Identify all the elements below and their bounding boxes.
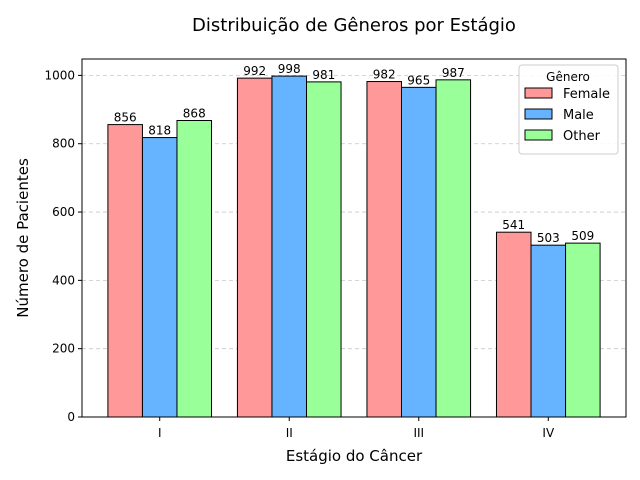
data-label: 541 — [502, 218, 525, 232]
data-label: 965 — [407, 73, 430, 87]
legend-swatch-other — [524, 129, 553, 141]
legend: Gênero Female Male Other — [518, 64, 619, 155]
x-tick-label: II — [286, 426, 293, 440]
x-axis: I II III IV — [158, 417, 555, 440]
bar-female-I — [107, 124, 143, 418]
x-tick-label: IV — [542, 426, 555, 440]
data-label: 503 — [537, 231, 560, 245]
legend-swatch-male — [524, 108, 553, 120]
x-axis-label: Estágio do Câncer — [286, 447, 423, 465]
bar-male-III — [400, 86, 437, 418]
bars — [107, 75, 601, 418]
bar-other-IV — [565, 242, 601, 418]
data-label: 818 — [148, 124, 171, 138]
bar-male-IV — [530, 244, 567, 418]
data-label: 868 — [183, 106, 206, 120]
legend-label-other: Other — [563, 129, 601, 144]
x-tick-label: I — [158, 426, 162, 440]
bar-male-II — [271, 75, 308, 418]
y-tick-label: 600 — [52, 205, 75, 219]
bar-female-II — [236, 77, 273, 418]
data-label: 981 — [312, 68, 335, 82]
data-label: 992 — [243, 64, 266, 78]
data-label: 987 — [442, 66, 465, 80]
y-axis-label: Número de Pacientes — [14, 158, 32, 318]
bar-other-III — [435, 79, 472, 418]
y-tick-label: 1000 — [44, 68, 75, 82]
bar-female-III — [366, 81, 402, 418]
y-tick-label: 800 — [52, 137, 75, 151]
data-label: 982 — [373, 68, 396, 82]
legend-swatch-female — [524, 87, 553, 99]
y-axis: 0 200 400 600 800 1000 — [44, 68, 82, 424]
bar-male-I — [141, 137, 178, 418]
legend-label-male: Male — [563, 108, 594, 123]
plot-frame — [81, 58, 627, 418]
y-tick-label: 400 — [52, 273, 75, 287]
data-label: 509 — [571, 229, 594, 243]
y-tick-label: 200 — [52, 342, 75, 356]
bar-other-II — [306, 81, 342, 418]
y-tick-label: 0 — [67, 410, 75, 424]
bar-other-I — [176, 119, 213, 418]
data-label: 998 — [278, 62, 301, 76]
bar-female-IV — [495, 231, 532, 418]
data-label: 856 — [114, 111, 137, 125]
x-tick-label: III — [413, 426, 424, 440]
legend-title: Gênero — [546, 70, 590, 84]
chart-title: Distribuição de Gêneros por Estágio — [192, 15, 516, 36]
data-labels: 856 992 982 541 818 998 965 503 868 981 987 509 — [114, 62, 595, 245]
legend-label-female: Female — [563, 87, 610, 102]
